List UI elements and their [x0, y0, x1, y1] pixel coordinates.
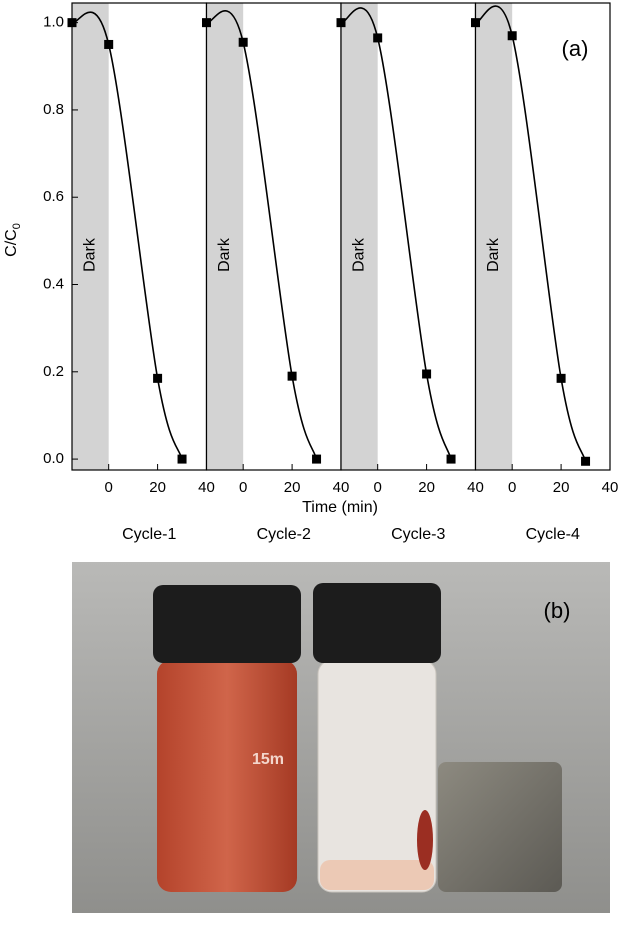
data-point: [422, 369, 432, 379]
y-axis-label-main: C/C: [3, 229, 20, 257]
dark-label: Dark: [485, 237, 502, 272]
data-point: [202, 18, 211, 28]
magnet: [438, 762, 562, 892]
y-tick-label: 0.0: [43, 450, 64, 467]
dark-region: [206, 3, 244, 470]
fit-curve: [71, 11, 183, 460]
data-point: [556, 373, 566, 383]
y-tick-label: 1.0: [43, 14, 64, 31]
x-tick-label: 0: [508, 479, 516, 496]
vial-red: [157, 660, 297, 892]
x-tick-label: 0: [105, 479, 113, 496]
x-tick-label: 20: [418, 479, 435, 496]
dark-label: Dark: [216, 237, 233, 272]
x-tick-label: 40: [333, 479, 350, 496]
panel-label: Cycle-1: [122, 526, 176, 543]
vial-text: 15m: [252, 751, 284, 768]
x-tick-label: 20: [553, 479, 570, 496]
data-point: [153, 373, 163, 383]
y-tick-label: 0.8: [43, 101, 64, 118]
y-tick-label: 0.2: [43, 363, 64, 380]
x-tick-label: 0: [374, 479, 382, 496]
panel-label: Cycle-4: [526, 526, 580, 543]
x-tick-label: 20: [149, 479, 166, 496]
x-tick-label: 40: [467, 479, 484, 496]
dark-region: [341, 3, 378, 470]
data-point: [336, 18, 346, 28]
fit-curve: [340, 7, 452, 460]
chart-title: (a): [562, 36, 589, 61]
cap: [313, 583, 441, 663]
panel-frame: [474, 2, 611, 471]
fit-curve: [475, 5, 587, 462]
vial-residue: [320, 860, 434, 890]
data-point: [238, 37, 248, 47]
data-point: [177, 454, 187, 464]
y-tick-label: 0.4: [43, 275, 64, 292]
vial-clear: [317, 659, 437, 893]
dark-region: [475, 3, 513, 470]
data-point: [104, 39, 114, 49]
dark-label: Dark: [82, 237, 99, 272]
panel-label: Cycle-2: [257, 526, 311, 543]
y-tick-label: 0.6: [43, 188, 64, 205]
x-tick-label: 20: [284, 479, 301, 496]
data-point: [287, 371, 297, 381]
dark-label: Dark: [351, 237, 368, 272]
photo-label: (b): [544, 598, 571, 623]
x-axis-label: Time (min): [302, 499, 378, 516]
cap: [153, 585, 301, 663]
x-tick-label: 40: [198, 479, 215, 496]
x-tick-label: 0: [239, 479, 247, 496]
data-point: [373, 33, 383, 43]
panel-label: Cycle-3: [391, 526, 445, 543]
x-tick-label: 40: [602, 479, 619, 496]
data-point: [446, 454, 456, 464]
dark-region: [72, 3, 109, 470]
magnetic-catalyst: [417, 810, 433, 870]
fit-curve: [206, 10, 318, 460]
data-point: [581, 456, 591, 466]
data-point: [471, 18, 480, 28]
data-point: [312, 454, 322, 464]
photo: 15m (b): [72, 562, 610, 913]
y-axis-label: C/C0: [3, 223, 23, 257]
y-axis-label-sub: 0: [11, 223, 23, 229]
data-point: [507, 31, 517, 41]
